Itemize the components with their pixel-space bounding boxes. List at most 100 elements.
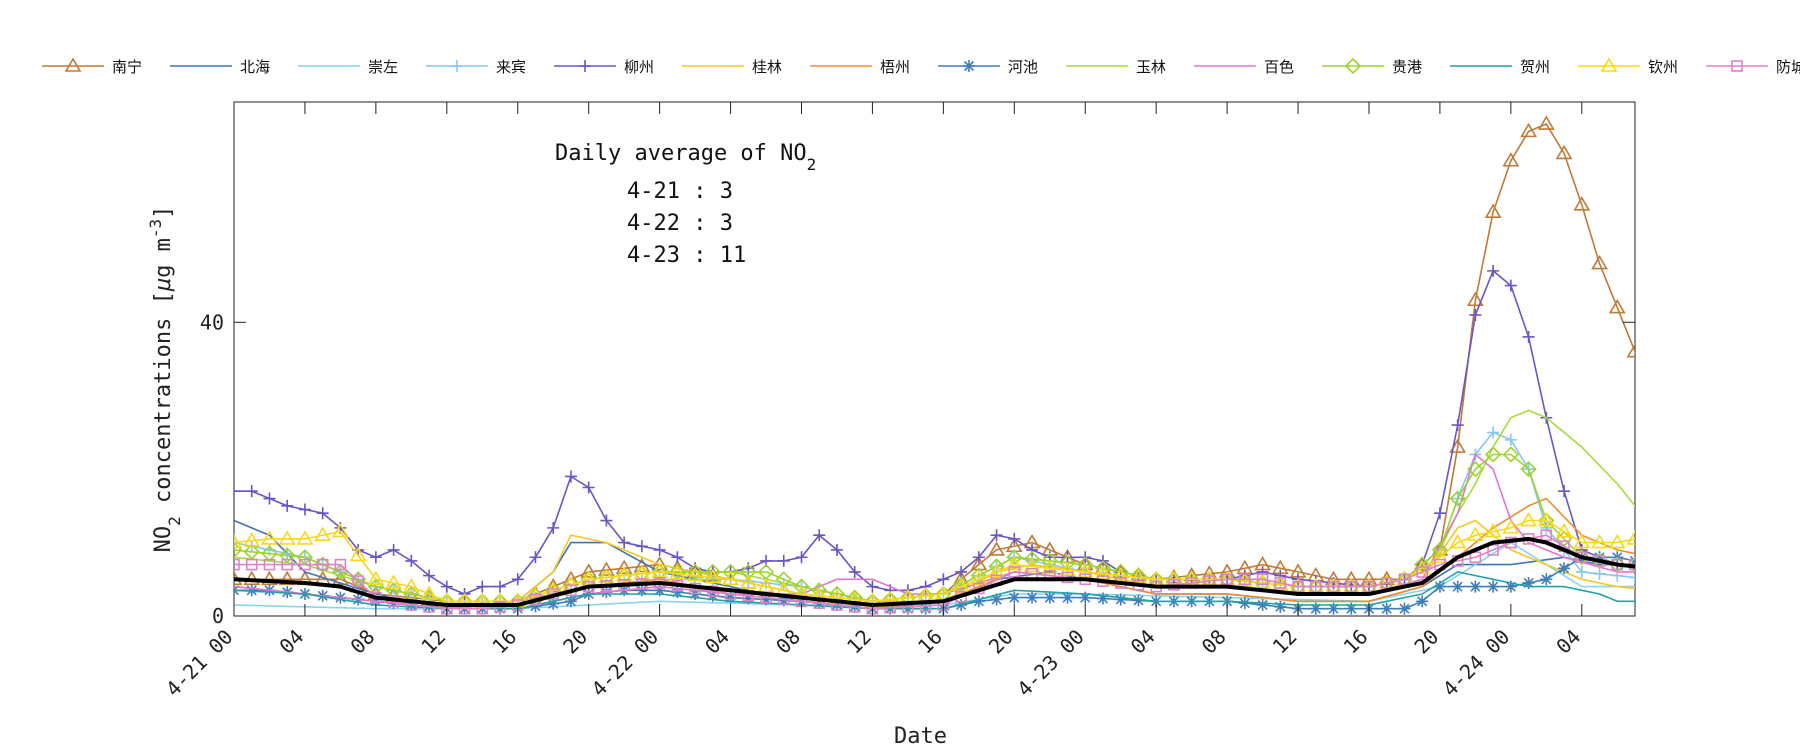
marker-star [1469,580,1482,593]
marker-diamond [740,563,757,581]
marker-star [1309,602,1322,615]
marker-square [1380,577,1393,589]
x-tick-label: 4-23 00 [1012,625,1089,702]
marker-plus [281,499,294,512]
marker-star [777,594,790,607]
marker-triangle [234,533,243,549]
legend-label: 玉林 [1136,58,1166,76]
marker-square [234,558,240,571]
marker-plus [1451,419,1464,432]
marker-square [281,558,294,571]
marker-triangle [1600,57,1618,72]
x-tick-label: 16 [1339,625,1373,659]
legend-label: 河池 [1008,58,1038,76]
legend-label: 柳州 [624,58,654,76]
marker-triangle [686,567,704,582]
marker-star [1238,597,1251,610]
marker-plus [1647,573,1659,585]
marker-triangle [349,546,367,562]
legend-label: 南宁 [112,58,142,76]
marker-star [1043,591,1056,604]
marker-plus [972,551,985,564]
marker-diamond [1112,563,1129,581]
marker-star [635,584,648,597]
marker-plus [937,573,950,586]
marker-plus [600,514,613,527]
marker-triangle [278,530,296,545]
marker-square [707,585,719,598]
marker-plus [316,507,329,520]
marker-triangle [1466,291,1484,307]
marker-star [1079,591,1092,604]
marker-triangle [1023,557,1041,573]
marker-triangle [296,530,314,545]
marker-square [1256,573,1269,586]
marker-plus [423,569,436,582]
marker-triangle [633,557,651,573]
marker-triangle [722,570,739,586]
marker-square [1239,573,1251,586]
legend-label: 贺州 [1520,58,1550,76]
legend-item: 南宁 [42,57,142,76]
legend-label: 来宾 [496,58,526,76]
marker-star [972,595,985,608]
marker-square [1008,566,1021,578]
legend-label: 北海 [240,58,270,76]
marker-diamond [1646,558,1660,572]
legend-item: 柳州 [554,58,654,76]
marker-plus [866,580,879,593]
x-tick-label: 04 [274,625,308,659]
marker-square [1274,577,1287,589]
marker-plus [1487,426,1500,439]
series-line [234,519,1635,603]
marker-triangle [668,565,686,580]
marker-star [1114,593,1127,606]
x-tick-label: 12 [842,625,876,659]
marker-star [1026,591,1039,604]
marker-triangle [402,578,420,593]
x-tick-label: 4-24 00 [1438,625,1515,702]
marker-triangle [1591,254,1608,270]
marker-plus [813,529,826,542]
marker-plus [564,470,577,483]
marker-plus [579,60,591,72]
marker-diamond [527,587,544,604]
marker-diamond [1538,512,1555,529]
marker-square [1648,560,1658,570]
marker-star [1451,580,1464,593]
marker-triangle [1041,559,1059,575]
marker-triangle [64,57,82,72]
marker-star [529,600,542,613]
legend-label: 贵港 [1392,58,1422,76]
marker-diamond [616,567,633,584]
marker-triangle [1573,533,1591,549]
marker-triangle [1555,144,1573,160]
marker-diamond [1449,490,1466,507]
marker-star [742,592,755,605]
marker-diamond [988,558,1005,575]
x-tick-label: 20 [558,625,592,659]
marker-triangle [1646,389,1660,401]
y-axis-label: NO2 concentrations [μg m-3] [146,206,184,553]
marker-plus [848,565,861,578]
marker-plus [451,60,463,72]
marker-plus [955,565,968,578]
marker-plus [476,580,489,593]
marker-triangle [757,578,775,593]
annotation-title: Daily average of NO2 [555,141,816,174]
marker-triangle [1626,530,1635,545]
marker-star [1327,602,1340,615]
marker-triangle [1626,343,1635,358]
marker-star [1504,580,1517,593]
series-layer [234,115,1677,615]
marker-plus [795,551,808,564]
marker-diamond [1467,461,1484,478]
legend-label: 桂林 [752,58,782,76]
marker-triangle [1537,511,1555,527]
marker-triangle [1663,440,1677,452]
marker-triangle [1502,519,1520,534]
marker-diamond [1502,446,1519,463]
marker-star [1008,591,1021,604]
marker-square [263,558,276,571]
